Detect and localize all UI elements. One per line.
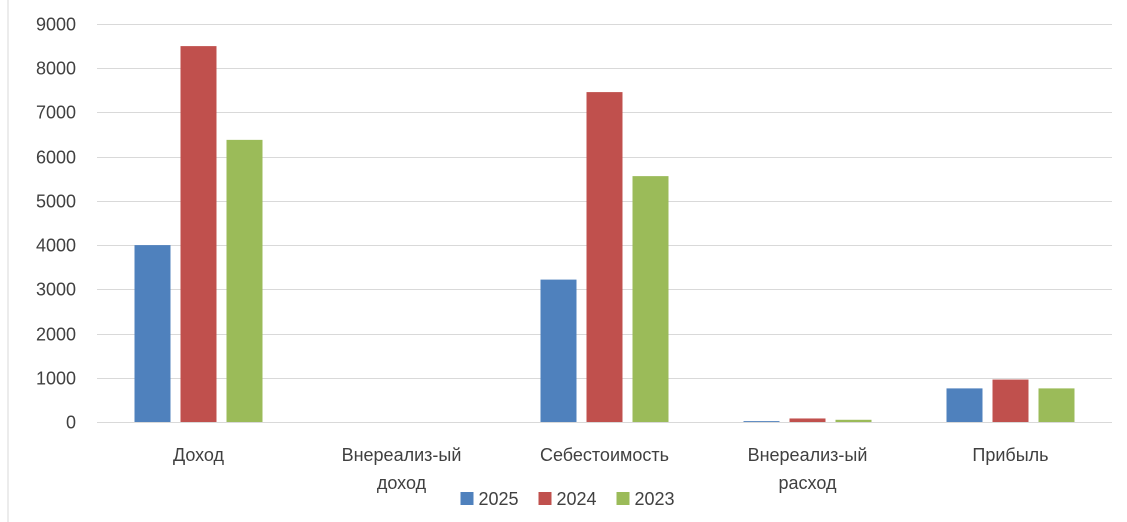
- bar-2024: [992, 379, 1029, 422]
- x-tick-label: расход: [779, 473, 837, 493]
- bar-2023: [1038, 388, 1075, 422]
- bar-2024: [180, 46, 217, 422]
- bar-2025: [134, 245, 171, 422]
- y-tick-label: 3000: [36, 280, 76, 300]
- legend-label: 2024: [557, 489, 597, 509]
- y-tick-label: 2000: [36, 325, 76, 345]
- bar-2025: [540, 279, 577, 422]
- x-tick-label: Доход: [173, 445, 225, 465]
- x-tick-label: Внереализ-ый: [748, 445, 868, 465]
- legend-swatch-2025: [460, 492, 474, 505]
- y-tick-label: 0: [66, 413, 76, 433]
- y-tick-label: 9000: [36, 15, 76, 35]
- y-tick-label: 5000: [36, 192, 76, 212]
- bar-2023: [835, 419, 872, 422]
- legend-swatch-2024: [538, 492, 552, 505]
- bar-2024: [586, 92, 623, 422]
- x-tick-label: Прибыль: [972, 445, 1048, 465]
- legend-label: 2023: [635, 489, 675, 509]
- y-tick-label: 8000: [36, 59, 76, 79]
- bar-2025: [743, 421, 780, 422]
- y-tick-label: 7000: [36, 103, 76, 123]
- y-tick-label: 6000: [36, 148, 76, 168]
- x-tick-label: Себестоимость: [540, 445, 669, 465]
- y-tick-label: 4000: [36, 236, 76, 256]
- x-tick-label: Внереализ-ый: [342, 445, 462, 465]
- legend-swatch-2023: [616, 492, 630, 505]
- x-tick-label: доход: [377, 473, 427, 493]
- bar-2023: [632, 176, 669, 422]
- bar-2023: [226, 139, 263, 422]
- bar-2025: [946, 388, 983, 422]
- y-tick-label: 1000: [36, 369, 76, 389]
- legend-label: 2025: [479, 489, 519, 509]
- bar-2024: [789, 418, 826, 422]
